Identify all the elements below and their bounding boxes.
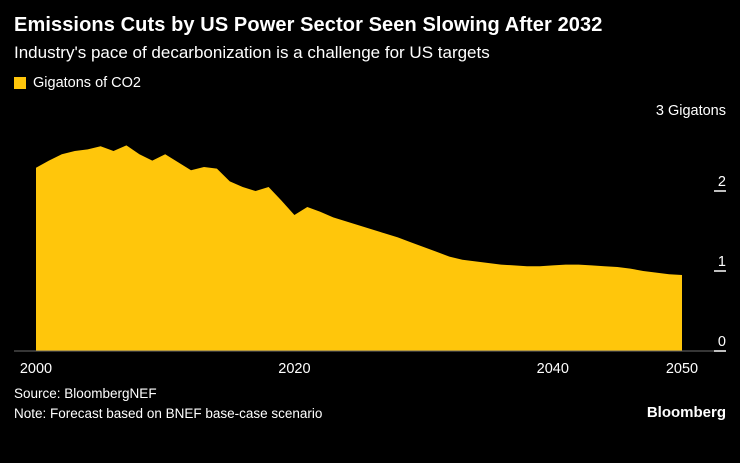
y-tick-label: 2 <box>718 174 726 190</box>
footnotes: Source: BloombergNEF Note: Forecast base… <box>14 384 322 423</box>
area-chart: 3 Gigatons 2 1 0 2000 2020 2040 2050 <box>14 93 726 378</box>
x-tick-label: 2050 <box>666 361 698 377</box>
y-tick-label: 1 <box>718 254 726 270</box>
source-text: Source: BloombergNEF <box>14 386 157 401</box>
area-series <box>36 145 682 351</box>
legend-swatch-icon <box>14 77 26 89</box>
legend: Gigatons of CO2 <box>14 75 726 91</box>
x-tick-label: 2000 <box>20 361 52 377</box>
bloomberg-logo: Bloomberg <box>646 404 726 422</box>
y-axis-unit-label: 3 Gigatons <box>656 103 726 119</box>
legend-label: Gigatons of CO2 <box>33 75 141 91</box>
chart-footer: Source: BloombergNEF Note: Forecast base… <box>14 384 726 423</box>
y-tick-label: 0 <box>718 334 726 350</box>
area-chart-svg: 3 Gigatons 2 1 0 2000 2020 2040 2050 <box>14 103 726 377</box>
chart-subtitle: Industry's pace of decarbonization is a … <box>14 43 490 62</box>
x-tick-label: 2040 <box>537 361 569 377</box>
note-text: Note: Forecast based on BNEF base-case s… <box>14 405 323 421</box>
chart-title: Emissions Cuts by US Power Sector Seen S… <box>14 14 603 36</box>
x-tick-label: 2020 <box>278 361 310 377</box>
